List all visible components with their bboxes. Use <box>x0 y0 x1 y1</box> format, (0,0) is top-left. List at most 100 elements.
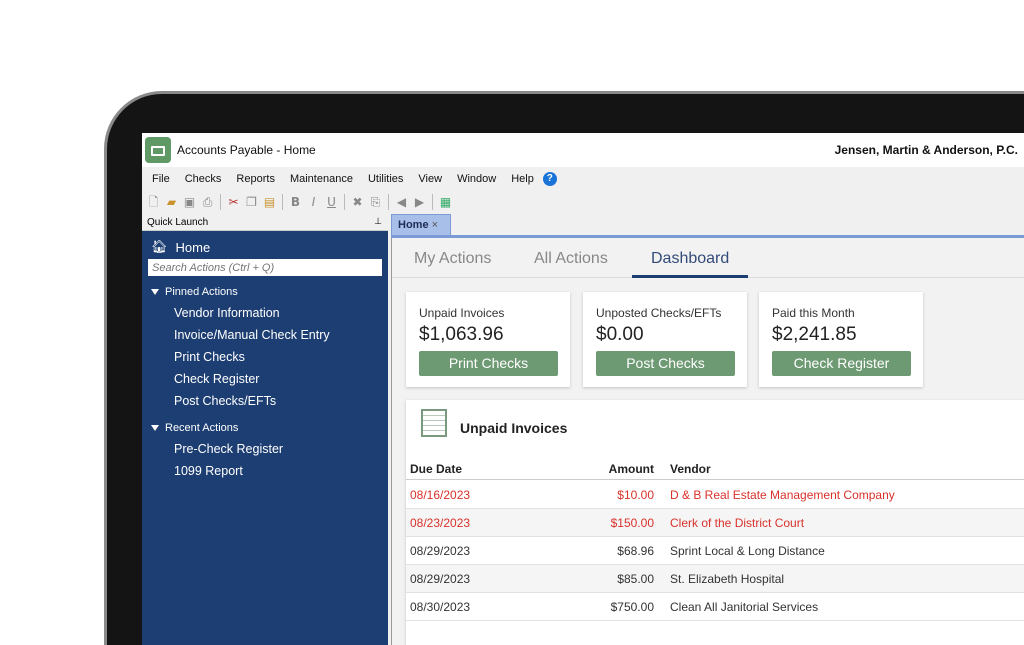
open-icon[interactable]: ▰ <box>166 194 177 209</box>
print-icon[interactable]: ⎙ <box>202 194 213 209</box>
tab-my-actions[interactable]: My Actions <box>414 250 492 267</box>
card-label: Unpaid Invoices <box>419 306 505 320</box>
column-due-date[interactable]: Due Date <box>410 462 463 476</box>
menu-file[interactable]: File <box>152 173 170 185</box>
new-icon[interactable]: 🗋 <box>148 194 159 209</box>
panel-title: Unpaid Invoices <box>460 420 568 436</box>
due-date-cell: 08/30/2023 <box>410 600 471 614</box>
paid-this-month-card: Paid this Month $2,241.85 Check Register <box>759 292 923 387</box>
search-actions-input[interactable] <box>148 259 382 276</box>
save-icon[interactable]: ▣ <box>183 194 196 209</box>
menu-bar: File Checks Reports Maintenance Utilitie… <box>142 169 557 189</box>
table-row[interactable]: 08/29/2023 $85.00 St. Elizabeth Hospital <box>406 565 1024 593</box>
help-icon[interactable]: ? <box>542 172 557 186</box>
cut-icon[interactable]: ✂ <box>228 194 239 209</box>
sidebar-item-print-checks[interactable]: Print Checks <box>174 350 245 364</box>
card-label: Paid this Month <box>772 306 855 320</box>
toolbar: 🗋 ▰ ▣ ⎙ ✂ ❐ ▤ B I U ✖ ⎘ ◀ ▶ ▦ <box>146 191 453 213</box>
vendor-cell: St. Elizabeth Hospital <box>670 572 785 586</box>
collapse-icon <box>151 289 159 295</box>
due-date-cell: 08/29/2023 <box>410 544 471 558</box>
amount-cell: $150.00 <box>610 516 654 530</box>
collapse-icon <box>151 425 159 431</box>
table-row[interactable]: 08/30/2023 $750.00 Clean All Janitorial Se… <box>406 593 1024 621</box>
post-checks-button[interactable]: Post Checks <box>596 351 735 376</box>
menu-view[interactable]: View <box>418 173 443 185</box>
card-label: Unposted Checks/EFTs <box>596 306 722 320</box>
amount-cell: $68.96 <box>617 544 654 558</box>
table-row[interactable]: 08/16/2023 $10.00 D & B Real Estate Manage… <box>406 481 1024 509</box>
home-label: Home <box>175 239 211 255</box>
divider <box>344 194 345 210</box>
table-row[interactable]: 08/23/2023 $150.00 Clerk of the District C… <box>406 509 1024 537</box>
amount-cell: $85.00 <box>617 572 654 586</box>
card-value: $1,063.96 <box>419 324 504 345</box>
italic-icon[interactable]: I <box>311 194 316 209</box>
menu-maintenance[interactable]: Maintenance <box>289 173 353 185</box>
pinned-actions-header[interactable]: Pinned Actions <box>151 286 238 298</box>
sidebar-item-post-checks[interactable]: Post Checks/EFTs <box>174 394 277 408</box>
menu-checks[interactable]: Checks <box>184 173 222 185</box>
unpaid-invoices-panel: Unpaid Invoices Due Date Amount Vendor 0… <box>406 400 1024 645</box>
menu-utilities[interactable]: Utilities <box>367 173 404 185</box>
tab-home[interactable]: Home × <box>391 214 451 236</box>
sidebar-item-invoice-entry[interactable]: Invoice/Manual Check Entry <box>174 328 330 342</box>
forward-icon[interactable]: ▶ <box>414 194 425 209</box>
menu-window[interactable]: Window <box>457 173 497 185</box>
column-vendor[interactable]: Vendor <box>670 462 711 476</box>
app-window: Accounts Payable - Home Jensen, Martin &… <box>142 133 1024 645</box>
check-register-button[interactable]: Check Register <box>772 351 911 376</box>
table-row[interactable]: 08/29/2023 $68.96 Sprint Local & Long Dist… <box>406 537 1024 565</box>
tab-dashboard[interactable]: Dashboard <box>651 250 730 267</box>
tab-label: Home <box>398 219 429 231</box>
bold-icon[interactable]: B <box>290 194 301 209</box>
vendor-cell: Clean All Janitorial Services <box>670 600 819 614</box>
table-header: Due Date Amount Vendor <box>406 455 1024 480</box>
vendor-cell: Sprint Local & Long Distance <box>670 544 825 558</box>
calculator-icon[interactable]: ▦ <box>439 194 452 209</box>
pin-icon[interactable]: ⊥ <box>374 216 382 226</box>
section-label: Pinned Actions <box>165 286 238 298</box>
divider <box>388 194 389 210</box>
document-tabs: Home × <box>391 214 1024 238</box>
company-name: Jensen, Martin & Anderson, P.C. <box>834 143 1018 157</box>
print-checks-button[interactable]: Print Checks <box>419 351 558 376</box>
sidebar-item-check-register[interactable]: Check Register <box>174 372 260 386</box>
unposted-checks-card: Unposted Checks/EFTs $0.00 Post Checks <box>583 292 747 387</box>
sidebar-item-pre-check-register[interactable]: Pre-Check Register <box>174 442 284 456</box>
amount-cell: $10.00 <box>617 488 654 502</box>
unpaid-invoices-card: Unpaid Invoices $1,063.96 Print Checks <box>406 292 570 387</box>
app-logo-icon <box>145 137 171 163</box>
quick-launch-title: Quick Launch <box>147 217 209 228</box>
sidebar-item-1099-report[interactable]: 1099 Report <box>174 464 243 478</box>
close-icon[interactable]: × <box>431 219 439 231</box>
find-icon[interactable]: ⎘ <box>370 194 381 209</box>
home-icon: 🏠︎ <box>151 239 168 254</box>
due-date-cell: 08/16/2023 <box>410 488 471 502</box>
tab-all-actions[interactable]: All Actions <box>534 250 608 267</box>
sidebar-item-vendor-information[interactable]: Vendor Information <box>174 306 280 320</box>
column-amount[interactable]: Amount <box>608 462 654 476</box>
due-date-cell: 08/29/2023 <box>410 572 471 586</box>
quick-launch-header: Quick Launch ⊥ <box>142 214 388 231</box>
home-content: My Actions All Actions Dashboard Unpaid … <box>391 238 1024 645</box>
menu-help[interactable]: Help <box>511 173 534 185</box>
section-label: Recent Actions <box>165 422 239 434</box>
copy-icon[interactable]: ❐ <box>246 194 257 209</box>
card-value: $0.00 <box>596 324 644 345</box>
divider <box>220 194 221 210</box>
sidebar-item-home[interactable]: 🏠︎ Home <box>151 239 210 255</box>
vendor-cell: D & B Real Estate Management Company <box>670 488 895 502</box>
card-value: $2,241.85 <box>772 324 857 345</box>
active-tab-indicator <box>632 275 748 278</box>
due-date-cell: 08/23/2023 <box>410 516 471 530</box>
window-title: Accounts Payable - Home <box>177 143 316 157</box>
recent-actions-header[interactable]: Recent Actions <box>151 422 238 434</box>
amount-cell: $750.00 <box>610 600 654 614</box>
menu-reports[interactable]: Reports <box>236 173 275 185</box>
underline-icon[interactable]: U <box>327 194 336 209</box>
paste-icon[interactable]: ▤ <box>263 194 276 209</box>
delete-icon[interactable]: ✖ <box>352 194 363 209</box>
document-icon <box>421 409 447 437</box>
back-icon[interactable]: ◀ <box>396 194 407 209</box>
